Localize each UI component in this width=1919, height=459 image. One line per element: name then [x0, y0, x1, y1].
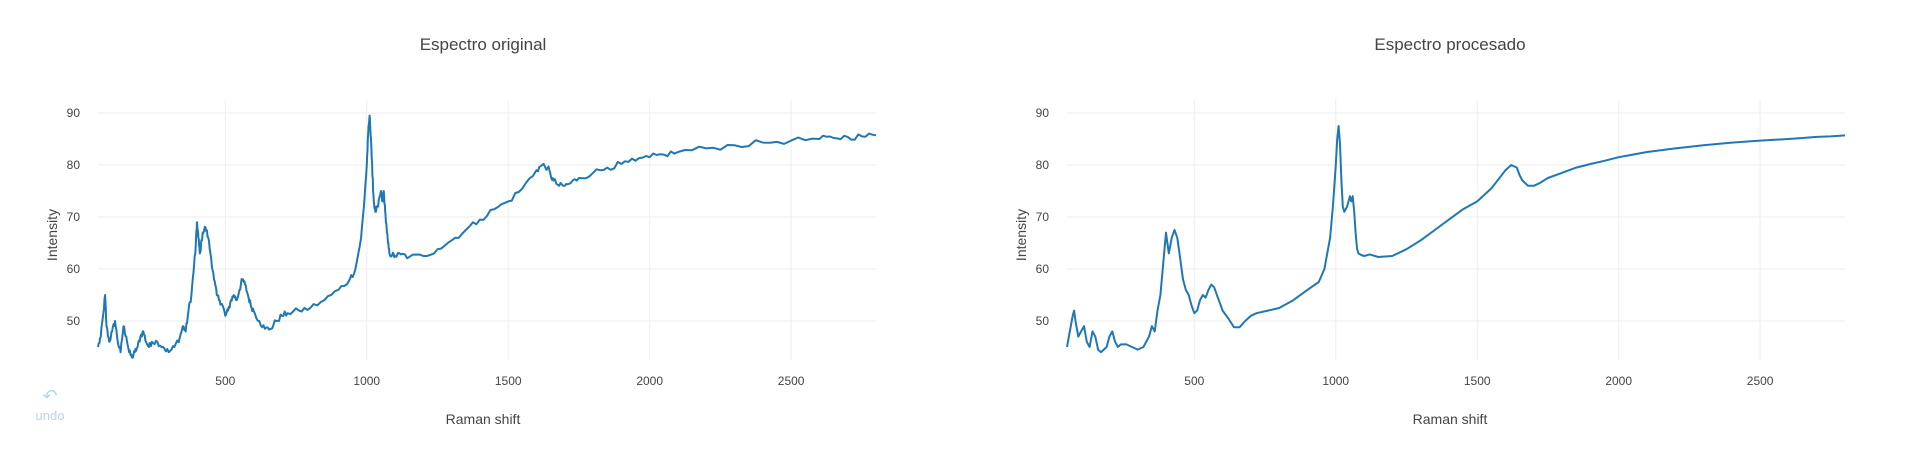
x-tick-label: 1500 [1464, 374, 1491, 388]
undo-button[interactable]: ↶ undo [30, 386, 70, 424]
undo-icon: ↶ [42, 386, 58, 406]
x-axis-title: Raman shift [446, 411, 521, 427]
x-tick-label: 2000 [636, 374, 663, 388]
x-tick-label: 500 [1184, 374, 1204, 388]
y-tick-label: 80 [1036, 158, 1050, 172]
series-lines [1066, 125, 1846, 354]
y-axis-title: Intensity [44, 209, 60, 261]
grid-lines [1067, 100, 1845, 360]
y-tick-label: 90 [1036, 106, 1050, 120]
chart-title: Espectro procesado [1374, 35, 1525, 54]
x-tick-label: 2000 [1605, 374, 1632, 388]
chart-title: Espectro original [420, 35, 547, 54]
y-tick-label: 80 [67, 158, 81, 172]
y-tick-label: 90 [67, 106, 81, 120]
y-tick-label: 50 [1036, 314, 1050, 328]
series-line [1066, 125, 1846, 354]
y-tick-label: 70 [67, 210, 81, 224]
tick-labels: 500 1000 1500 2000 2500 50 60 70 80 90 [1036, 106, 1774, 388]
y-axis-title: Intensity [1013, 209, 1029, 261]
y-tick-label: 60 [1036, 262, 1050, 276]
chart-original: Espectro original Raman shift Intensity … [44, 35, 877, 427]
y-tick-label: 70 [1036, 210, 1050, 224]
y-tick-label: 60 [67, 262, 81, 276]
x-tick-label: 1500 [495, 374, 522, 388]
x-axis-title: Raman shift [1413, 411, 1488, 427]
y-tick-label: 50 [67, 314, 81, 328]
tick-labels: 500 1000 1500 2000 2500 50 60 70 80 90 [67, 106, 805, 388]
series-line [97, 114, 877, 359]
undo-label: undo [35, 408, 65, 423]
x-tick-label: 2500 [778, 374, 805, 388]
x-tick-label: 1000 [353, 374, 380, 388]
x-tick-label: 2500 [1747, 374, 1774, 388]
grid-lines [98, 100, 876, 360]
x-tick-label: 500 [215, 374, 235, 388]
chart-processed: Espectro procesado Raman shift Intensity… [1013, 35, 1846, 427]
series-lines [97, 114, 877, 359]
x-tick-label: 1000 [1322, 374, 1349, 388]
